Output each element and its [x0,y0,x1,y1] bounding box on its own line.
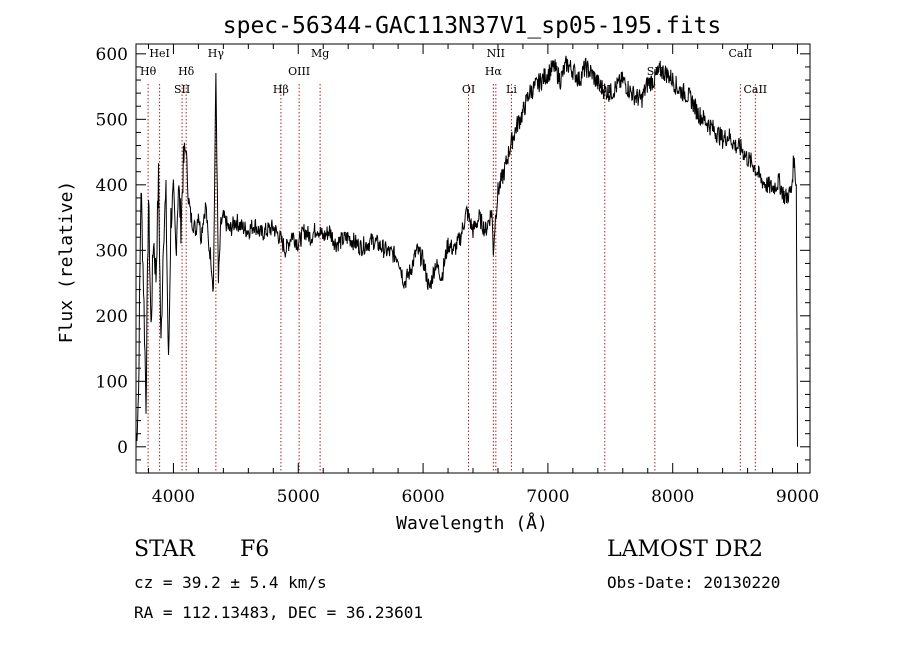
marker-label: Hδ [178,65,195,78]
y-tick-label: 0 [117,438,128,458]
y-axis-label: Flux (relative) [56,181,77,344]
marker-label: OI [462,83,475,96]
y-tick-label: 300 [96,241,128,261]
plot-frame [135,43,811,474]
y-tick-label: 500 [96,110,128,130]
marker-label: Hθ [140,65,157,78]
y-tick-label: 600 [96,45,128,65]
spectral-subclass: F6 [240,537,270,562]
x-tick-label: 4000 [152,487,195,507]
x-tick-label: 8000 [651,487,694,507]
x-tick-label: 9000 [776,487,819,507]
axes: 4000 5000 6000 7000 8000 9000 0 100 200 300 400 500… [96,43,819,507]
flux-series [135,55,798,448]
marker-label: Mg [311,47,329,60]
survey-name: LAMOST DR2 [607,537,763,562]
flux-line [135,55,798,448]
marker-label: SII [174,83,190,96]
x-axis-label: Wavelength (Å) [396,512,548,534]
marker-label: Hα [485,65,503,78]
y-tick-label: 200 [96,307,128,327]
marker-label: Hβ [273,83,289,96]
marker-label: OIII [288,65,310,78]
x-tick-label: 6000 [401,487,444,507]
y-tick-label: 400 [96,176,128,196]
observation-date: Obs-Date: 20130220 [607,573,781,592]
chart-title: spec-56344-GAC113N37V1_sp05-195.fits [223,13,722,39]
marker-label: Li [506,83,517,96]
marker-label: CaII [729,47,753,60]
marker-label: CaII [743,83,767,96]
x-tick-label: 7000 [526,487,569,507]
coordinates: RA = 112.13483, DEC = 36.23601 [134,603,423,622]
y-tick-label: 100 [96,372,128,392]
object-class: STAR [134,537,195,562]
marker-label: NII [487,47,505,60]
marker-label: HeI [149,47,169,60]
redshift-cz: cz = 39.2 ± 5.4 km/s [134,573,327,592]
x-tick-label: 5000 [277,487,320,507]
marker-label: Hγ [208,47,225,60]
